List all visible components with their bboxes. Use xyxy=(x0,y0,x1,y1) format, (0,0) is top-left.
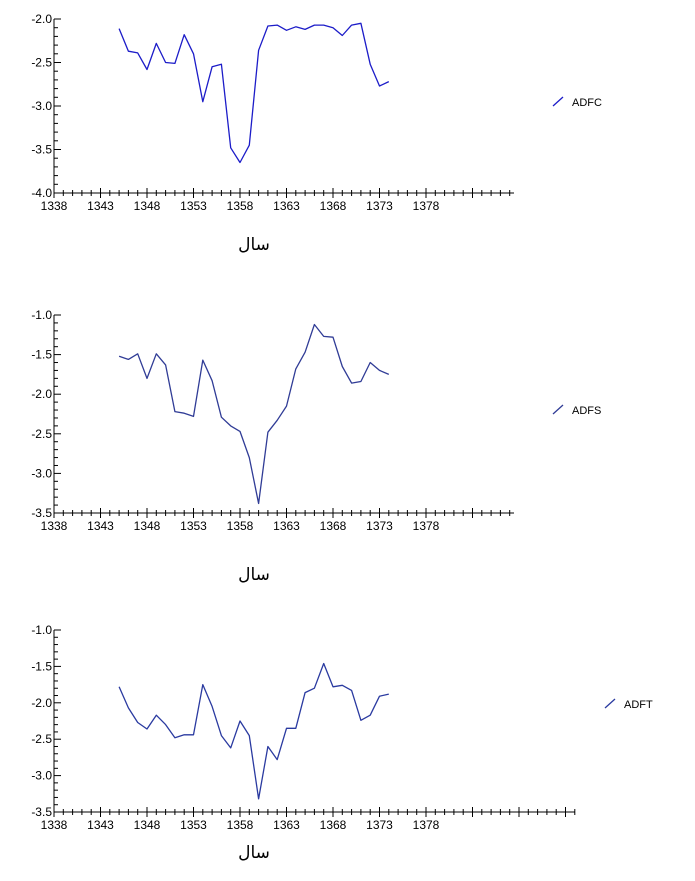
y-tick-label: -3.0 xyxy=(31,466,52,480)
x-tick-label: 1338 xyxy=(41,519,68,533)
x-tick-label: 1373 xyxy=(366,199,393,213)
y-tick-label: -3.5 xyxy=(31,143,52,157)
x-tick-label: 1378 xyxy=(413,199,440,213)
y-tick-label: -2.0 xyxy=(31,12,52,26)
x-tick-label: 1343 xyxy=(87,199,114,213)
x-tick-label: 1358 xyxy=(227,519,254,533)
y-tick-label: -2.5 xyxy=(31,427,52,441)
x-tick-label: 1338 xyxy=(41,818,68,832)
x-tick-label: 1358 xyxy=(227,199,254,213)
y-tick-label: -2.5 xyxy=(31,732,52,746)
x-tick-label: 1348 xyxy=(134,199,161,213)
series-line-adfs xyxy=(118,323,390,505)
y-tick-label: -3.5 xyxy=(31,506,52,520)
x-tick-label: 1373 xyxy=(366,519,393,533)
x-tick-label: 1353 xyxy=(180,818,207,832)
y-tick-label: -2.0 xyxy=(31,387,52,401)
x-tick-label: 1378 xyxy=(413,519,440,533)
x-tick-label: 1343 xyxy=(87,519,114,533)
x-tick-label: 1368 xyxy=(320,519,347,533)
legend-swatch xyxy=(604,698,616,709)
legend-swatch xyxy=(552,96,564,107)
x-tick-label: 1358 xyxy=(227,818,254,832)
legend-label: ADFT xyxy=(624,699,653,711)
y-tick-label: -4.0 xyxy=(31,186,52,200)
x-axis-title: سال xyxy=(238,235,270,254)
legend-label: ADFS xyxy=(572,405,601,417)
x-tick-label: 1363 xyxy=(273,519,300,533)
y-tick-label: -3.0 xyxy=(31,99,52,113)
x-tick-label: 1353 xyxy=(180,519,207,533)
x-tick-label: 1348 xyxy=(134,818,161,832)
x-tick-label: 1373 xyxy=(366,818,393,832)
x-axis-title: سال xyxy=(238,565,270,584)
x-tick-label: 1363 xyxy=(273,199,300,213)
x-axis-title: سال xyxy=(238,843,270,862)
y-tick-label: -3.5 xyxy=(31,805,52,819)
series-line-adft xyxy=(118,662,389,800)
y-tick-label: -1.5 xyxy=(31,348,52,362)
x-tick-label: 1368 xyxy=(320,818,347,832)
x-tick-label: 1363 xyxy=(273,818,300,832)
y-tick-label: -2.5 xyxy=(31,56,52,70)
y-tick-label: -1.0 xyxy=(31,623,52,637)
x-tick-label: 1343 xyxy=(87,818,114,832)
legend-label: ADFC xyxy=(572,97,602,109)
x-tick-label: 1338 xyxy=(41,199,68,213)
x-tick-label: 1353 xyxy=(180,199,207,213)
legend-swatch xyxy=(552,404,564,415)
x-tick-label: 1348 xyxy=(134,519,161,533)
x-tick-label: 1378 xyxy=(413,818,440,832)
y-tick-label: -1.5 xyxy=(31,659,52,673)
y-tick-label: -1.0 xyxy=(31,308,52,322)
y-tick-label: -3.0 xyxy=(31,769,52,783)
x-tick-label: 1368 xyxy=(320,199,347,213)
y-tick-label: -2.0 xyxy=(31,696,52,710)
series-line-adfc xyxy=(118,22,390,164)
